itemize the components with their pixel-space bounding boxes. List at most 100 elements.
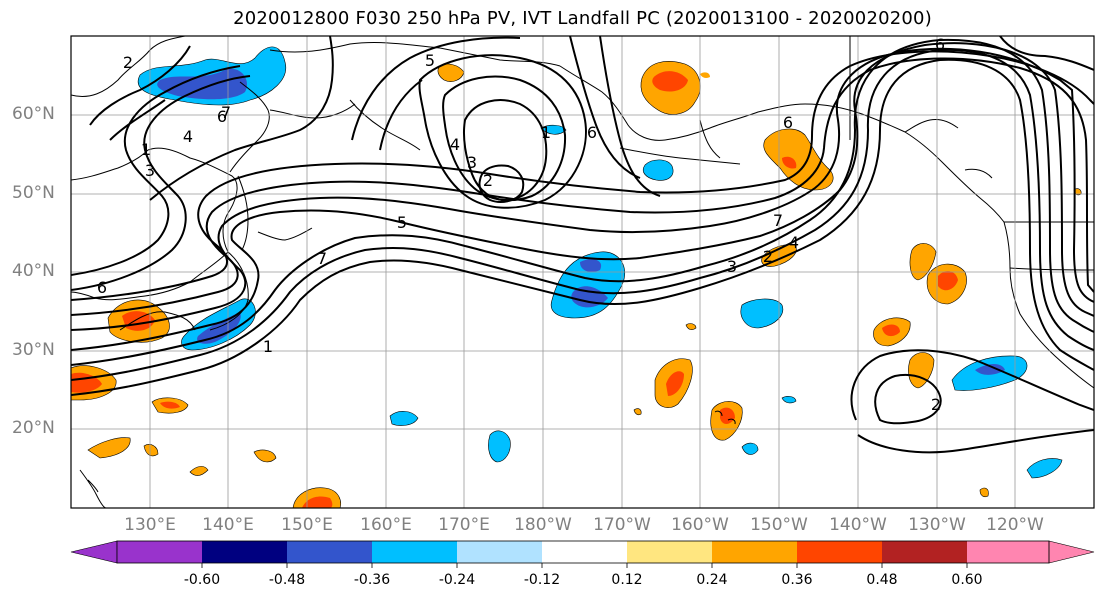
- positive-anomaly-region: [189, 466, 209, 476]
- contour-line: [71, 75, 251, 291]
- colorbar-tick-label: 0.48: [866, 572, 898, 588]
- contour-label: 3: [145, 161, 155, 180]
- lon-label-120w: 120°W: [986, 515, 1044, 535]
- negative-anomaly-region: [157, 68, 248, 100]
- pv-contours: [71, 36, 1094, 454]
- negative-anomaly-region: [580, 259, 602, 272]
- positive-anomaly-region: [652, 71, 688, 92]
- border-canada-us: [849, 36, 1094, 271]
- negative-anomaly-region: [975, 364, 1005, 375]
- contour-line: [874, 374, 942, 425]
- positive-anomaly-region: [763, 128, 834, 191]
- contour-label: 6: [217, 107, 227, 126]
- contour-label: 2: [931, 395, 941, 414]
- contour-line: [857, 429, 1094, 454]
- coastline-korea-japan: [119, 227, 313, 331]
- colorbar-segment: [287, 541, 372, 563]
- colorbar-segment: [712, 541, 797, 563]
- positive-anomaly-region: [633, 408, 642, 416]
- lon-label-130e: 130°E: [124, 515, 176, 535]
- contour-label: 1: [263, 337, 273, 356]
- contour-label: 7: [221, 103, 231, 122]
- negative-anomaly-region: [488, 430, 511, 463]
- map-title: 2020012800 F030 250 hPa PV, IVT Landfall…: [233, 8, 932, 29]
- contour-label: 2: [763, 247, 773, 266]
- positive-anomaly-region: [909, 243, 937, 281]
- contour-line: [71, 48, 1094, 381]
- contour-label: 4: [789, 233, 799, 252]
- positive-anomaly-region: [666, 371, 684, 396]
- colorbar-tick-label: 0.24: [696, 572, 728, 588]
- contour-line: [71, 38, 1094, 366]
- lon-label-140w: 140°W: [829, 515, 887, 535]
- negative-anomaly-region: [642, 159, 674, 181]
- coastlines: [71, 36, 1094, 508]
- pv-anomaly-shading: [71, 46, 1082, 508]
- colorbar-segment: [372, 541, 457, 563]
- coastline-aleutians: [619, 119, 741, 165]
- negative-anomaly-region: [741, 442, 759, 455]
- colorbar-segment: [797, 541, 882, 563]
- positive-anomaly-region: [938, 271, 958, 291]
- contour-line: [999, 36, 1094, 71]
- positive-anomaly-region: [908, 352, 935, 389]
- contour-label: 3: [727, 257, 737, 276]
- contour-line: [478, 164, 525, 203]
- negative-anomaly-region: [781, 396, 797, 404]
- positive-anomaly-region: [685, 323, 697, 330]
- lat-label-20n: 20°N: [12, 418, 55, 438]
- lat-label-50n: 50°N: [12, 183, 55, 203]
- contour-label: 7: [317, 249, 327, 268]
- contour-label: 3: [467, 153, 477, 172]
- contour-line: [71, 58, 1094, 396]
- contour-label: 2: [483, 171, 493, 190]
- colorbar-extend-left: [70, 540, 118, 564]
- contour-line: [462, 99, 548, 202]
- colorbar-tick-label: 0.36: [781, 572, 813, 588]
- lon-label-160e: 160°E: [360, 515, 412, 535]
- contour-line: [71, 65, 241, 276]
- negative-anomaly-region: [571, 286, 608, 308]
- positive-anomaly-region: [302, 496, 333, 508]
- lat-label-40n: 40°N: [12, 261, 55, 281]
- lon-label-130w: 130°W: [908, 515, 966, 535]
- colorbar-segment: [967, 541, 1049, 563]
- contour-label: 6: [587, 123, 597, 142]
- contour-line: [379, 36, 641, 179]
- negative-anomaly-region: [197, 312, 241, 344]
- islands-hawaii: [714, 410, 736, 425]
- coastline-north-america: [904, 131, 1094, 389]
- colorbar-tick-label: 0.60: [951, 572, 983, 588]
- colorbar-tick-label: 0.12: [611, 572, 643, 588]
- contour-label: 6: [935, 35, 945, 54]
- contour-line: [149, 36, 334, 201]
- negative-anomaly-region: [540, 124, 567, 135]
- colorbar-segment: [627, 541, 712, 563]
- contour-line: [71, 57, 1094, 316]
- contour-label: 4: [183, 127, 193, 146]
- positive-anomaly-region: [700, 72, 710, 78]
- contour-label: 1: [141, 140, 151, 159]
- lat-label-60n: 60°N: [12, 104, 55, 124]
- colorbar-tick-label: -0.12: [523, 572, 561, 588]
- lon-label-160w: 160°W: [671, 515, 729, 535]
- lon-label-170w: 170°W: [593, 515, 651, 535]
- colorbar-tick-label: -0.36: [353, 572, 391, 588]
- negative-anomaly-regions: [137, 46, 1063, 479]
- coastline-british-columbia: [904, 119, 993, 179]
- map-frame: [70, 35, 1095, 509]
- positive-anomaly-region: [160, 401, 180, 409]
- negative-anomaly-region: [389, 411, 419, 426]
- coastline-russia-north: [269, 42, 561, 151]
- negative-anomaly-region: [1026, 458, 1063, 479]
- colorbar-outline: [116, 540, 1050, 564]
- lon-label-150e: 150°E: [281, 515, 333, 535]
- lat-label-30n: 30°N: [12, 340, 55, 360]
- contour-label: 2: [123, 53, 133, 72]
- colorbar-tick-label: -0.60: [183, 572, 221, 588]
- colorbar-tick-label: -0.48: [268, 572, 306, 588]
- colorbar-tick-label: -0.24: [438, 572, 476, 588]
- colorbar-segment: [457, 541, 542, 563]
- contour-labels: 2 1 6 4 3 6 5 3 2 1 4 7 5 7 3 4 6 1 2 6 …: [97, 35, 945, 414]
